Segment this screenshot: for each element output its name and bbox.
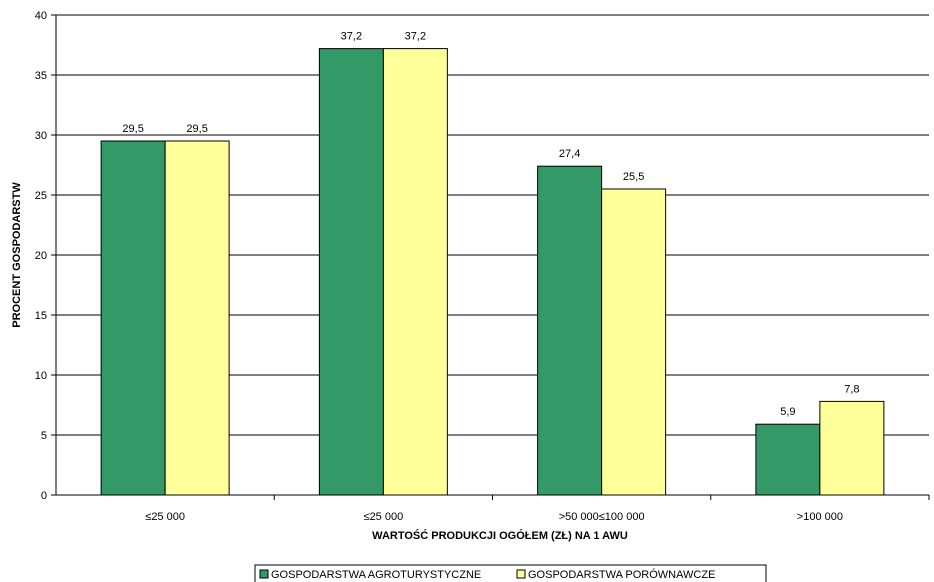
- labels: 0 5 10 15 20 25 30 35 40 ≤25 000 29,5 29,5 ≤25 000 37…: [35, 10, 860, 523]
- bar-agroturystyczne: [755, 423, 821, 496]
- data-label: 37,2: [405, 31, 426, 43]
- y-tick-label: 20: [35, 250, 47, 262]
- legend-label: GOSPODARSTWA PORÓWNAWCZE: [528, 568, 715, 581]
- legend-box: [254, 564, 767, 582]
- x-axis-title: WARTOŚĆ PRODUKCJI OGÓŁEM (ZŁ) NA 1 AWU: [372, 529, 628, 542]
- x-tick-label: ≤25 000: [364, 511, 404, 523]
- bar-agroturystyczne: [318, 48, 384, 496]
- y-tick-label: 5: [41, 430, 47, 442]
- bar-agroturystyczne: [100, 140, 166, 496]
- bars: [100, 48, 885, 496]
- bar-porownawcze: [382, 48, 448, 496]
- y-tick-label: 30: [35, 130, 47, 142]
- legend-swatch: [259, 569, 269, 579]
- data-label: 25,5: [623, 171, 644, 183]
- bar-porownawcze: [601, 188, 667, 496]
- data-label: 5,9: [780, 406, 795, 418]
- y-tick-label: 10: [35, 370, 47, 382]
- axes: [51, 14, 930, 500]
- data-label: 29,5: [122, 123, 143, 135]
- y-axis-title: PROCENT GOSPODARSTW: [11, 182, 23, 328]
- y-tick-label: 40: [35, 10, 47, 22]
- y-tick-label: 25: [35, 190, 47, 202]
- x-tick-label: >50 000≤100 000: [559, 511, 645, 523]
- data-label: 27,4: [559, 148, 580, 160]
- bar-porownawcze: [819, 400, 885, 496]
- data-label: 37,2: [341, 31, 362, 43]
- data-label: 29,5: [186, 123, 207, 135]
- y-tick-label: 35: [35, 70, 47, 82]
- bar-porownawcze: [164, 140, 230, 496]
- x-tick-label: >100 000: [797, 511, 843, 523]
- y-tick-label: 15: [35, 310, 47, 322]
- x-tick-label: ≤25 000: [145, 511, 185, 523]
- legend: GOSPODARSTWA AGROTURYSTYCZNE GOSPODARSTWA…: [254, 564, 767, 582]
- bar-agroturystyczne: [537, 165, 603, 496]
- data-label: 7,8: [844, 383, 859, 395]
- legend-swatch: [516, 569, 526, 579]
- legend-label: GOSPODARSTWA AGROTURYSTYCZNE: [271, 569, 481, 581]
- y-tick-label: 0: [41, 490, 47, 502]
